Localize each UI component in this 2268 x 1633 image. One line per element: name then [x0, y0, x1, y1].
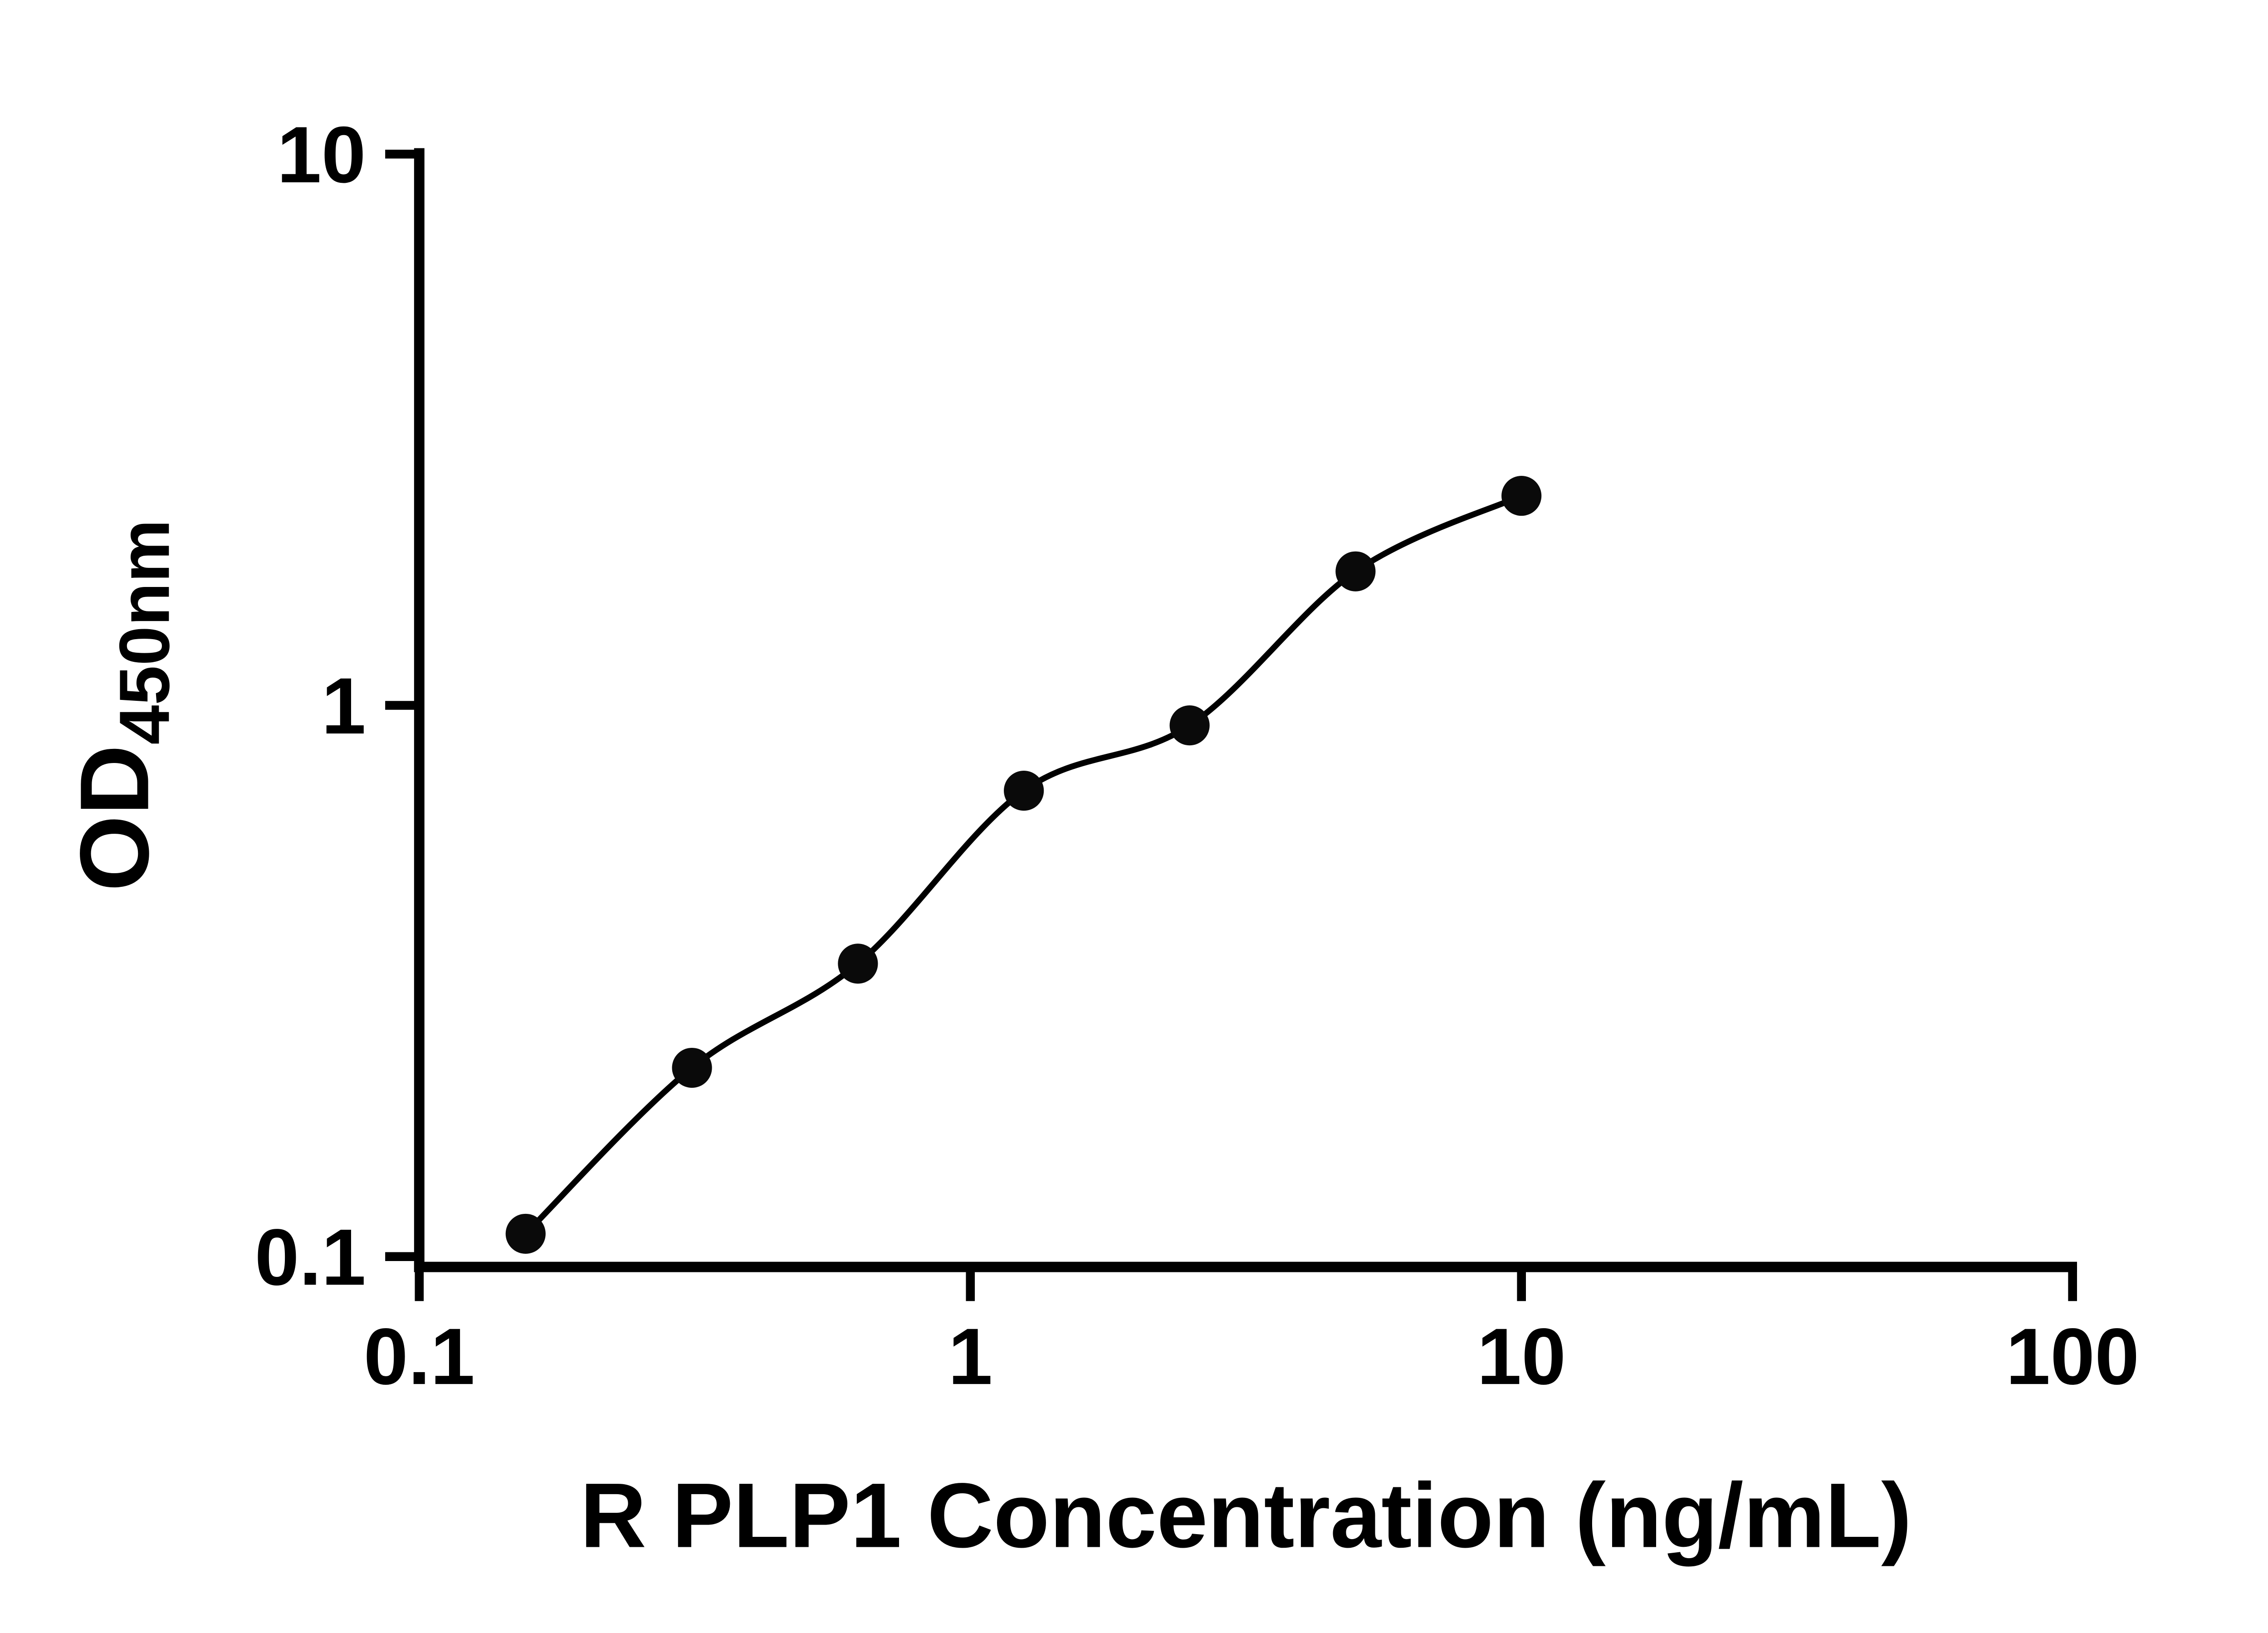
data-point [505, 1213, 546, 1254]
y-axis-tick-labels: 0.1 1 10 [255, 110, 366, 1302]
data-points-group [505, 475, 1542, 1254]
y-axis-title-main: OD [60, 745, 169, 891]
data-point [672, 1047, 712, 1088]
data-point [1335, 551, 1376, 592]
data-point [1004, 771, 1044, 811]
data-point [1501, 475, 1542, 516]
x-tick-label: 1 [948, 1312, 992, 1401]
data-point [1169, 705, 1210, 746]
x-axis-ticks [415, 1267, 2077, 1301]
y-axis-title-subscript: 450nm [105, 519, 184, 745]
y-tick-label: 1 [322, 661, 366, 751]
x-tick-label: 0.1 [364, 1312, 475, 1401]
x-tick-label: 100 [2006, 1312, 2139, 1401]
y-tick-label: 0.1 [255, 1213, 366, 1302]
y-axis-ticks [385, 149, 420, 1261]
x-axis-title: R PLP1 Concentration (ng/mL) [580, 1464, 1912, 1567]
fit-curve [523, 493, 1523, 1236]
y-tick-label: 10 [277, 110, 366, 200]
y-axis-title: OD450nm [60, 519, 185, 891]
x-axis-tick-labels: 0.1 1 10 100 [364, 1312, 2140, 1401]
fit-curve-group [523, 493, 1523, 1236]
data-point [838, 944, 878, 984]
x-tick-label: 10 [1477, 1312, 1566, 1401]
